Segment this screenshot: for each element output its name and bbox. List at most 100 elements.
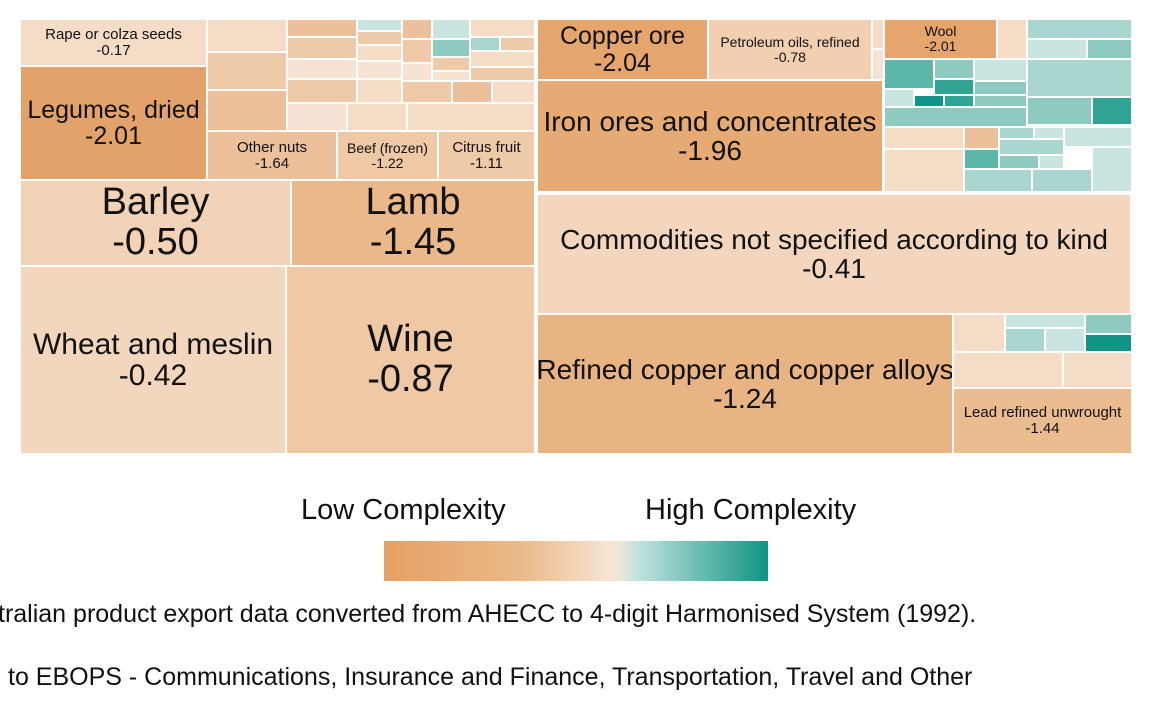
tile-unlabeled [492,81,535,103]
tile-unlabeled [884,89,914,107]
tile-unlabeled [357,79,402,103]
tile-unlabeled [999,127,1034,139]
tile-unlabeled [1085,334,1132,352]
tile-barley: Barley -0.50 [20,180,291,266]
tile-lead-refined-unwrought: Lead refined unwrought -1.44 [953,388,1132,454]
tile-name: Lead refined unwrought [963,404,1122,422]
tile-unlabeled [470,19,535,37]
tile-unlabeled [287,37,357,59]
tile-value: -0.78 [774,48,806,65]
tile-unlabeled [884,59,934,89]
tile-name: Rape or colza seeds [45,25,182,43]
tile-unlabeled [287,79,357,103]
tile-unlabeled [357,45,402,61]
tile-beef-frozen-: Beef (frozen) -1.22 [337,131,438,180]
tile-unlabeled [999,139,1064,155]
footnote-1: tralian product export data converted fr… [0,600,977,628]
tile-value: -0.87 [367,358,454,400]
tile-unlabeled [953,352,1063,388]
tile-value: -1.45 [369,221,457,263]
tile-unlabeled [432,19,470,39]
tile-unlabeled [944,95,974,107]
tile-name: Iron ores and concentrates [543,105,877,137]
tile-iron-ores-and-concentrates: Iron ores and concentrates -1.96 [537,80,883,192]
tile-unlabeled [287,103,347,131]
tile-unlabeled [1039,155,1064,169]
tile-unlabeled [287,59,357,79]
tile-unlabeled [470,37,500,51]
tile-unlabeled [964,169,1032,192]
tile-unlabeled [1085,314,1132,334]
tile-value: -1.96 [678,135,742,166]
tile-name: Citrus fruit [452,138,521,156]
tile-unlabeled [1064,127,1132,147]
tile-unlabeled [432,57,470,71]
tile-unlabeled [432,71,470,81]
tile-unlabeled [997,19,1027,59]
tile-name: Barley [101,181,210,224]
tile-unlabeled [1063,352,1132,388]
tile-commodities-not-specified-according-to-kind: Commodities not specified according to k… [537,194,1131,314]
tile-unlabeled [407,103,535,131]
tile-name: Copper ore [559,22,686,51]
tile-name: Petroleum oils, refined [720,33,860,50]
tile-other-nuts: Other nuts -1.64 [207,131,337,180]
tile-unlabeled [207,52,287,90]
tile-unlabeled [884,107,1027,127]
tile-value: -0.42 [118,359,188,392]
tile-value: -1.22 [371,154,404,171]
tile-wine: Wine -0.87 [286,266,535,454]
tile-petroleum-oils-refined: Petroleum oils, refined -0.78 [708,19,872,80]
tile-unlabeled [432,39,470,57]
legend-color-bar [384,541,768,581]
tile-unlabeled [470,67,535,81]
tile-unlabeled [500,37,535,51]
tile-value: -2.04 [594,48,651,77]
tile-wool: Wool -2.01 [884,19,997,59]
tile-name: Wool [924,23,957,40]
tile-unlabeled [357,61,402,79]
tile-name: Commodities not specified according to k… [560,223,1108,255]
tile-unlabeled [452,81,492,103]
tile-unlabeled [999,155,1039,169]
tile-legumes-dried: Legumes, dried -2.01 [20,66,207,180]
tile-refined-copper-and-copper-alloys: Refined copper and copper alloys -1.24 [537,314,953,454]
tile-name: Beef (frozen) [347,139,428,156]
tile-unlabeled [1005,314,1085,328]
tile-unlabeled [1027,97,1092,125]
tile-value: -1.11 [469,154,504,172]
tile-name: Lamb [365,181,461,224]
treemap: Rape or colza seeds -0.17 Legumes, dried -2… [20,19,1132,454]
tile-unlabeled [357,31,402,45]
tile-unlabeled [287,19,357,37]
tile-unlabeled [1027,59,1132,97]
footnote-2: to EBOPS - Communications, Insurance and… [8,663,973,691]
tile-value: -0.17 [96,41,131,59]
tile-unlabeled [1092,97,1132,125]
tile-unlabeled [207,19,287,52]
tile-unlabeled [1032,169,1092,192]
tile-wheat-and-meslin: Wheat and meslin -0.42 [20,266,286,454]
tile-unlabeled [974,81,1027,95]
tile-value: -1.24 [713,383,777,414]
tile-unlabeled [402,19,432,39]
tile-unlabeled [347,103,407,131]
tile-unlabeled [884,149,964,192]
tile-unlabeled [402,81,452,103]
tile-unlabeled [953,314,1005,352]
tile-unlabeled [934,59,974,79]
tile-value: -2.01 [924,38,957,54]
tile-unlabeled [402,63,432,81]
tile-unlabeled [207,90,287,131]
tile-value: -1.64 [254,154,290,172]
tile-rape-or-colza-seeds: Rape or colza seeds -0.17 [20,19,207,66]
tile-unlabeled [914,95,944,107]
tile-unlabeled [974,59,1027,81]
tile-name: Wine [367,318,454,361]
tile-unlabeled [964,149,999,169]
tile-unlabeled [1092,147,1132,192]
tile-citrus-fruit: Citrus fruit -1.11 [438,131,535,180]
tile-name: Wheat and meslin [32,327,274,361]
tile-unlabeled [964,127,999,149]
tile-name: Other nuts [236,138,308,156]
